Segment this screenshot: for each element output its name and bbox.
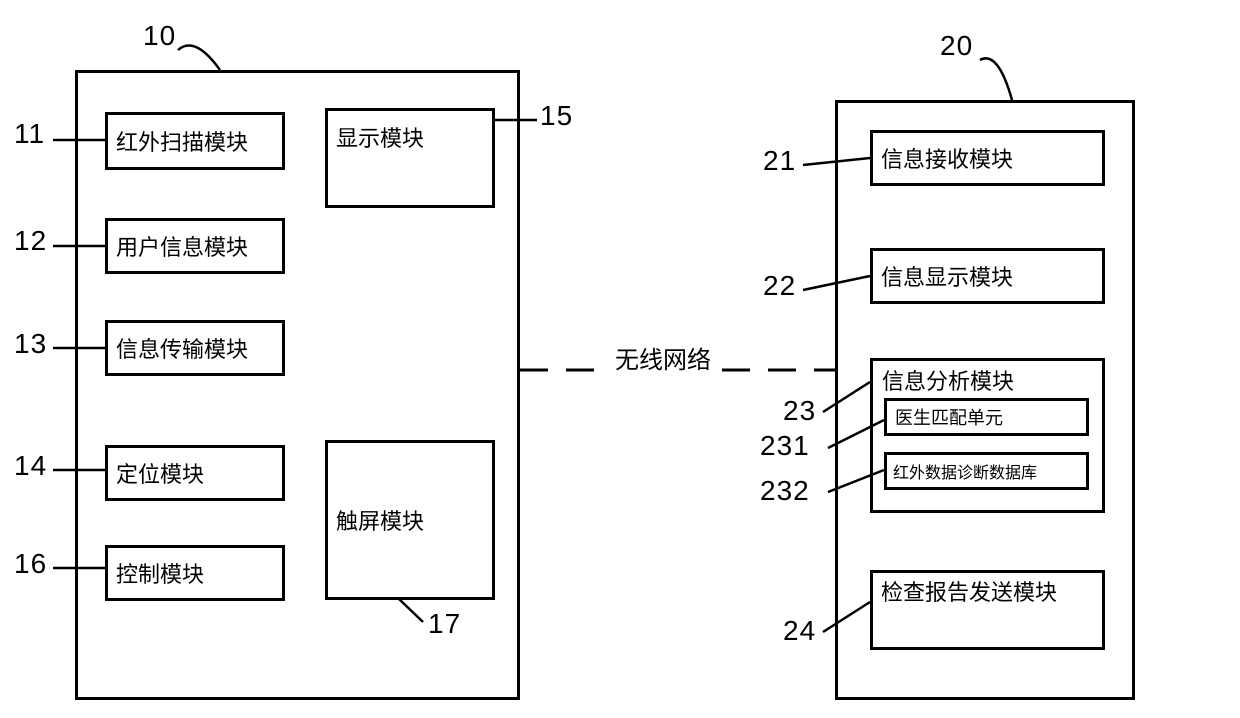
ref-17: 17 [428,608,461,640]
ref-10: 10 [143,20,176,52]
ref-13: 13 [14,328,47,360]
module-13: 信息传输模块 [105,320,285,376]
module-232: 红外数据诊断数据库 [884,452,1089,490]
ref-23: 23 [783,395,816,427]
ref-11: 11 [14,118,45,150]
module-15: 显示模块 [325,108,495,208]
module-16: 控制模块 [105,545,285,601]
module-16-label: 控制模块 [116,557,204,589]
wireless-network-label: 无线网络 [615,340,711,375]
ref-22: 22 [763,270,796,302]
module-231: 医生匹配单元 [884,398,1089,436]
ref-231: 231 [760,430,810,462]
module-24-label: 检查报告发送模块 [881,579,1057,607]
module-11-label: 红外扫描模块 [116,125,248,157]
ref-24: 24 [783,615,816,647]
module-17: 触屏模块 [325,440,495,600]
module-231-label: 医生匹配单元 [895,404,1003,430]
module-232-label: 红外数据诊断数据库 [893,459,1037,483]
ref-14: 14 [14,450,47,482]
module-24: 检查报告发送模块 [870,570,1105,650]
ref-20: 20 [940,30,973,62]
ref-12: 12 [14,225,47,257]
module-12-label: 用户信息模块 [116,230,248,262]
module-11: 红外扫描模块 [105,112,285,170]
module-14-label: 定位模块 [116,457,204,489]
ref-16: 16 [14,548,47,580]
module-13-label: 信息传输模块 [116,332,248,364]
module-23-label: 信息分析模块 [882,364,1014,396]
module-17-label: 触屏模块 [336,504,424,536]
ref-21: 21 [763,145,796,177]
module-22: 信息显示模块 [870,248,1105,304]
ref-232: 232 [760,475,810,507]
system-block-diagram: 红外扫描模块 用户信息模块 信息传输模块 定位模块 控制模块 显示模块 触屏模块… [0,0,1240,718]
module-15-label: 显示模块 [336,121,424,153]
module-12: 用户信息模块 [105,218,285,274]
module-21-label: 信息接收模块 [881,142,1013,174]
module-21: 信息接收模块 [870,130,1105,186]
module-22-label: 信息显示模块 [881,260,1013,292]
ref-15: 15 [540,100,573,132]
module-14: 定位模块 [105,445,285,501]
